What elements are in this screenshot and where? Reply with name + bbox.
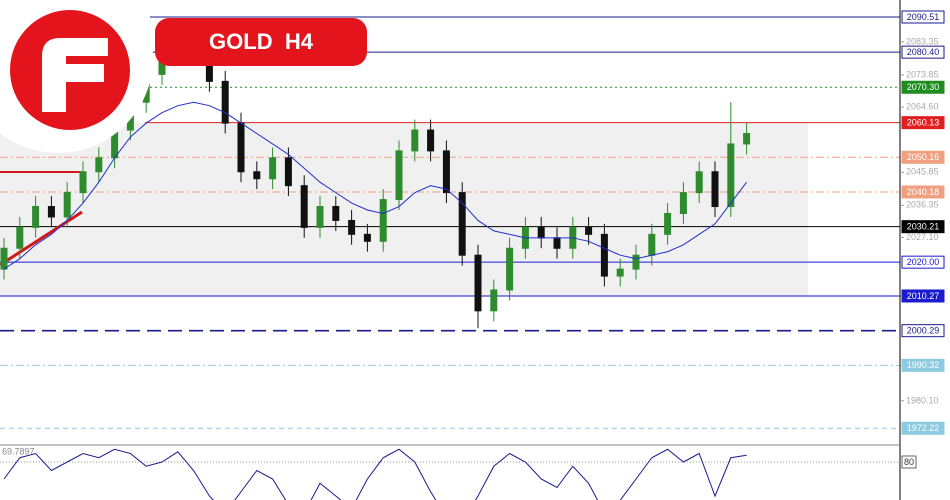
- level-label-box: [901, 358, 945, 372]
- level-label: 1990.32: [907, 360, 940, 370]
- candle-body: [695, 171, 703, 194]
- candle-body: [474, 254, 482, 312]
- candle-body: [95, 157, 103, 173]
- candle-body: [727, 143, 735, 208]
- y-tick-label: 2073.85: [906, 69, 939, 79]
- candle-body: [442, 150, 450, 194]
- level-label: 2060.13: [907, 118, 940, 128]
- candle-body: [253, 171, 261, 180]
- candle-body: [585, 226, 593, 235]
- candle-body: [47, 206, 55, 218]
- candle-body: [743, 133, 751, 145]
- candle-body: [632, 254, 640, 270]
- y-tick-label: 2083.35: [906, 36, 939, 46]
- candle-body: [221, 80, 229, 124]
- level-label: 2020.00: [907, 257, 940, 267]
- chart-title: GOLD H4: [209, 29, 314, 54]
- level-label: 2080.40: [907, 47, 940, 57]
- level-label: 2050.16: [907, 152, 940, 162]
- level-label-box: [901, 10, 945, 24]
- level-label: 2090.51: [907, 12, 940, 22]
- level-label-box: [901, 80, 945, 94]
- candle-body: [316, 206, 324, 228]
- level-label-box: [901, 220, 945, 234]
- level-label: 2000.29: [907, 326, 940, 336]
- y-tick-label: 2036.35: [906, 200, 939, 210]
- level-label: 2010.27: [907, 291, 940, 301]
- candle-body: [79, 171, 87, 194]
- price-axis: 2083.35 2073.85 2064.60 2045.85 2036.35 2027.…: [900, 10, 945, 469]
- y-tick-label: 2064.60: [906, 101, 939, 111]
- candle-body: [237, 122, 245, 173]
- candle-body: [63, 192, 71, 218]
- candle-body: [427, 129, 435, 152]
- range-zone: [0, 122, 808, 296]
- logo: [0, 0, 153, 153]
- level-label-box: [901, 421, 945, 435]
- candle-body: [411, 129, 419, 152]
- candle-body: [395, 150, 403, 201]
- title-badge: [155, 18, 367, 66]
- candle-body: [616, 268, 624, 277]
- candle-body: [490, 289, 498, 312]
- candle-body: [600, 233, 608, 277]
- level-label-box: [901, 185, 945, 199]
- level-label-box: [901, 45, 945, 59]
- level-label-box: [901, 150, 945, 164]
- candle-body: [16, 226, 24, 249]
- stochastic-pane: [0, 448, 900, 500]
- candle-body: [506, 247, 514, 291]
- trendline: [0, 210, 83, 267]
- moving-average: [3, 101, 747, 270]
- candle-body: [0, 247, 8, 270]
- candle-body: [664, 212, 672, 235]
- candle-body: [458, 192, 466, 256]
- stochastic-line: [3, 448, 747, 500]
- level-label-box: [901, 324, 945, 338]
- candle-body: [32, 206, 40, 228]
- level-label: 2040.18: [907, 187, 940, 197]
- candle-body: [379, 199, 387, 242]
- candle-body: [348, 219, 356, 235]
- level-label: 2070.30: [907, 82, 940, 92]
- logo-letter: [42, 38, 108, 112]
- stochastic-level-label: 80: [904, 457, 914, 467]
- level-label-box: [901, 255, 945, 269]
- y-tick-label: 1980.10: [906, 395, 939, 405]
- candle-body: [332, 206, 340, 221]
- candle-body: [300, 185, 308, 228]
- y-tick-label: 2045.85: [906, 167, 939, 177]
- candle-body: [679, 192, 687, 214]
- level-label-box: [901, 116, 945, 130]
- y-tick-label: 2027.10: [906, 232, 939, 242]
- candle-body: [284, 157, 292, 187]
- candle-body: [269, 157, 277, 180]
- stochastic-reading: 69.7897: [2, 446, 35, 456]
- zone-layer: [0, 122, 808, 296]
- level-label-box: [901, 289, 945, 303]
- candle-body: [363, 233, 371, 242]
- candle-body: [553, 237, 561, 249]
- main-pane: [0, 16, 900, 429]
- candle-body: [711, 171, 719, 208]
- candle-body: [648, 233, 656, 256]
- level-label: 1972.22: [907, 423, 940, 433]
- candle-body: [537, 226, 545, 239]
- level-label: 2030.21: [907, 222, 940, 232]
- stochastic-level-box: [901, 455, 917, 469]
